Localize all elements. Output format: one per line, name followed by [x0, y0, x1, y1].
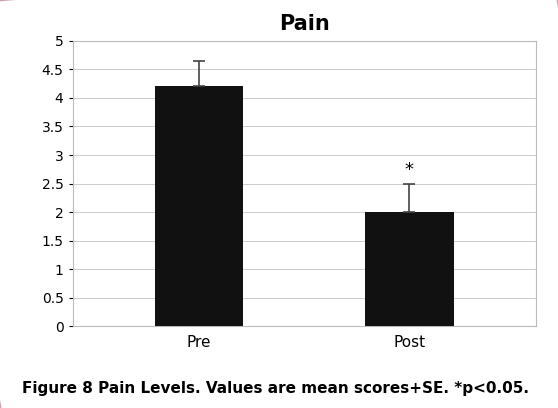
Bar: [365, 212, 454, 326]
Text: Figure 8 Pain Levels. Values are mean scores+SE. *p<0.05.: Figure 8 Pain Levels. Values are mean sc…: [22, 381, 530, 396]
Text: *: *: [405, 161, 414, 179]
Title: Pain: Pain: [279, 14, 329, 34]
Bar: [155, 86, 243, 326]
